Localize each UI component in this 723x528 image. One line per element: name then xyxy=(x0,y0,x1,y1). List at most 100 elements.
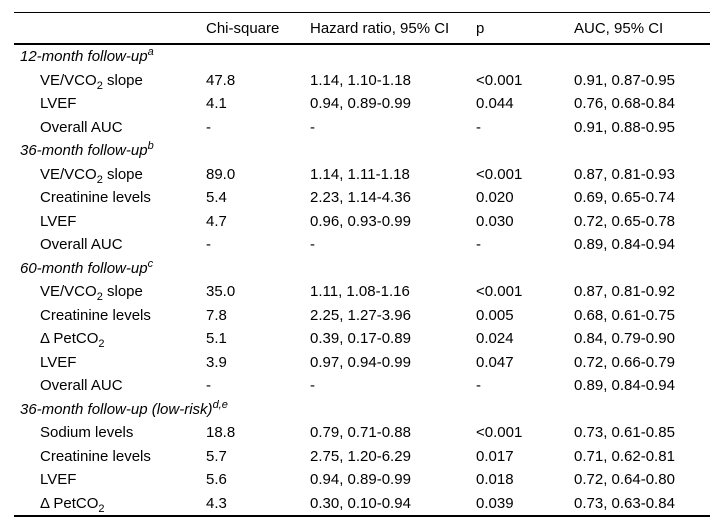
row-label-text: Δ PetCO xyxy=(40,494,99,512)
cell-hazard-ratio-ci: 0.39, 0.17-0.89 xyxy=(310,330,411,348)
cell-auc-ci: 0.84, 0.79-0.90 xyxy=(574,330,675,348)
column-header-p-value: p xyxy=(476,12,574,45)
row-label-text: LVEF xyxy=(40,95,77,113)
row-label-text: slope xyxy=(102,165,143,183)
row-label: Creatinine levels xyxy=(14,186,206,210)
cell-p-value: <0.001 xyxy=(476,71,523,89)
header-row: Chi-square Hazard ratio, 95% CI p AUC, 9… xyxy=(14,12,710,45)
section-label-text: 12-month follow-up xyxy=(20,48,148,66)
row-label: LVEF xyxy=(14,210,206,234)
cell-chi-square: 5.4 xyxy=(206,189,227,207)
section-row: 12-month follow-upa xyxy=(14,44,710,69)
cell-auc-ci: 0.87, 0.81-0.92 xyxy=(574,283,675,301)
row-label-text: VE/VCO xyxy=(40,165,97,183)
cell-p-value: 0.020 xyxy=(476,189,514,207)
row-label-sub: 2 xyxy=(98,338,105,351)
row-label: VE/VCO2 slope xyxy=(14,69,206,93)
row-label: Overall AUC xyxy=(14,233,206,257)
table-body: 12-month follow-upa VE/VCO2 slope 47.8 1.14… xyxy=(14,44,710,516)
section-label-sup: d,e xyxy=(212,398,228,411)
cell-auc-ci: 0.69, 0.65-0.74 xyxy=(574,189,675,207)
table-header: Chi-square Hazard ratio, 95% CI p AUC, 9… xyxy=(14,12,710,45)
row-label-text: Overall AUC xyxy=(40,377,123,395)
cell-chi-square: 7.8 xyxy=(206,306,227,324)
table-row: VE/VCO2 slope 35.0 1.11, 1.08-1.16 <0.001 0.… xyxy=(14,280,710,304)
cell-hazard-ratio-ci: 2.23, 1.14-4.36 xyxy=(310,189,411,207)
cell-chi-square: 4.7 xyxy=(206,212,227,230)
row-label-text: slope xyxy=(102,283,143,301)
cell-auc-ci: 0.89, 0.84-0.94 xyxy=(574,236,675,254)
cell-auc-ci: 0.89, 0.84-0.94 xyxy=(574,377,675,395)
cell-p-value: 0.024 xyxy=(476,330,514,348)
cell-hazard-ratio-ci: 0.94, 0.89-0.99 xyxy=(310,95,411,113)
column-header-chi-square: Chi-square xyxy=(206,12,310,45)
cell-hazard-ratio-ci: 1.14, 1.11-1.18 xyxy=(310,165,410,183)
section-label-text: 36-month follow-up (low-risk) xyxy=(20,400,213,418)
cell-hazard-ratio-ci: 1.11, 1.08-1.16 xyxy=(310,283,410,301)
section-label-sup: a xyxy=(147,46,154,59)
table-row: LVEF 5.6 0.94, 0.89-0.99 0.018 0.72, 0.64-0.… xyxy=(14,468,710,492)
results-table-container: Chi-square Hazard ratio, 95% CI p AUC, 9… xyxy=(14,12,710,517)
row-label-text: Creatinine levels xyxy=(40,306,151,324)
section-label-sup: c xyxy=(147,257,154,270)
section-row: 36-month follow-up (low-risk)d,e xyxy=(14,398,710,422)
row-label: LVEF xyxy=(14,351,206,375)
row-label: VE/VCO2 slope xyxy=(14,163,206,187)
row-label-text: Overall AUC xyxy=(40,236,123,254)
cell-chi-square: 5.7 xyxy=(206,447,227,465)
row-label-sub: 2 xyxy=(96,173,103,186)
row-label-text: slope xyxy=(102,71,143,89)
column-header-hazard-ratio-ci: Hazard ratio, 95% CI xyxy=(310,12,476,45)
row-label: VE/VCO2 slope xyxy=(14,280,206,304)
cell-chi-square: 3.9 xyxy=(206,353,227,371)
cell-chi-square: 5.1 xyxy=(206,330,227,348)
row-label-text: LVEF xyxy=(40,471,77,489)
table-row: Overall AUC - - - 0.89, 0.84-0.94 xyxy=(14,374,710,398)
table-row: Sodium levels 18.8 0.79, 0.71-0.88 <0.001 0.… xyxy=(14,421,710,445)
cell-auc-ci: 0.91, 0.87-0.95 xyxy=(574,71,675,89)
section-label-text: 36-month follow-up xyxy=(20,142,148,160)
cell-p-value: 0.039 xyxy=(476,494,514,512)
row-label: Δ PetCO2 xyxy=(14,492,206,517)
row-label: Sodium levels xyxy=(14,421,206,445)
cell-auc-ci: 0.68, 0.61-0.75 xyxy=(574,306,675,324)
cell-hazard-ratio-ci: - xyxy=(310,118,315,136)
table-row: Δ PetCO2 5.1 0.39, 0.17-0.89 0.024 0.84, 0.7… xyxy=(14,327,710,351)
cell-auc-ci: 0.73, 0.63-0.84 xyxy=(574,494,675,512)
cell-hazard-ratio-ci: - xyxy=(310,236,315,254)
table-row: Creatinine levels 5.4 2.23, 1.14-4.36 0.020… xyxy=(14,186,710,210)
section-label-sup: b xyxy=(147,140,154,153)
table-row: Overall AUC - - - 0.91, 0.88-0.95 xyxy=(14,116,710,140)
cell-p-value: 0.044 xyxy=(476,95,514,113)
row-label: Δ PetCO2 xyxy=(14,327,206,351)
section-label: 12-month follow-upa xyxy=(14,44,710,69)
row-label: Overall AUC xyxy=(14,116,206,140)
cell-p-value: <0.001 xyxy=(476,424,523,442)
row-label-text: Sodium levels xyxy=(40,424,134,442)
cell-chi-square: 89.0 xyxy=(206,165,236,183)
cell-chi-square: 5.6 xyxy=(206,471,227,489)
row-label-sub: 2 xyxy=(96,79,103,92)
table-row: VE/VCO2 slope 47.8 1.14, 1.10-1.18 <0.001 0.… xyxy=(14,69,710,93)
row-label: Overall AUC xyxy=(14,374,206,398)
cell-auc-ci: 0.72, 0.65-0.78 xyxy=(574,212,675,230)
table-row: LVEF 4.1 0.94, 0.89-0.99 0.044 0.76, 0.68-0.… xyxy=(14,92,710,116)
section-row: 36-month follow-upb xyxy=(14,139,710,163)
cell-p-value: 0.047 xyxy=(476,353,514,371)
row-label: LVEF xyxy=(14,92,206,116)
column-header-auc-ci: AUC, 95% CI xyxy=(574,12,710,45)
row-label-text: VE/VCO xyxy=(40,283,97,301)
section-label-text: 60-month follow-up xyxy=(20,259,148,277)
cell-auc-ci: 0.76, 0.68-0.84 xyxy=(574,95,675,113)
cell-auc-ci: 0.72, 0.66-0.79 xyxy=(574,353,675,371)
table-row: VE/VCO2 slope 89.0 1.14, 1.11-1.18 <0.001 0.… xyxy=(14,163,710,187)
cell-p-value: 0.030 xyxy=(476,212,514,230)
row-label-text: Δ PetCO xyxy=(40,330,99,348)
cell-p-value: - xyxy=(476,118,481,136)
table-row: Δ PetCO2 4.3 0.30, 0.10-0.94 0.039 0.73, 0.6… xyxy=(14,492,710,517)
cell-auc-ci: 0.72, 0.64-0.80 xyxy=(574,471,675,489)
cell-chi-square: 47.8 xyxy=(206,71,236,89)
table-row: Creatinine levels 5.7 2.75, 1.20-6.29 0.017… xyxy=(14,445,710,469)
cell-auc-ci: 0.73, 0.61-0.85 xyxy=(574,424,675,442)
cell-p-value: - xyxy=(476,377,481,395)
